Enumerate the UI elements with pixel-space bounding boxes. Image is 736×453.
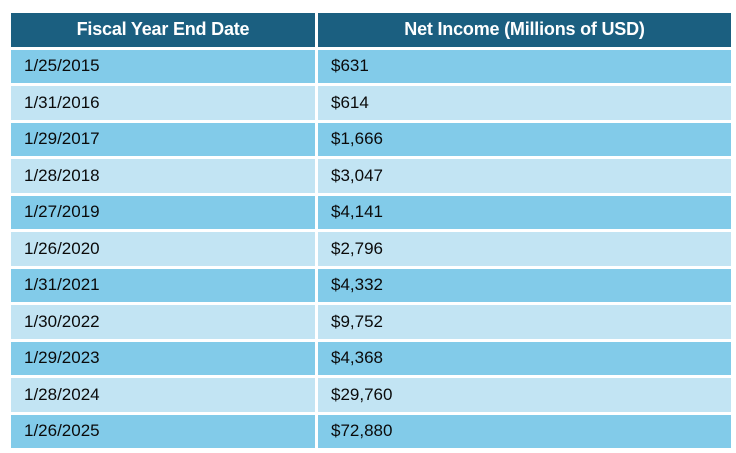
net-income-cell: $3,047: [318, 159, 731, 193]
fiscal-year-cell: 1/28/2018: [11, 159, 315, 193]
table-row: 1/26/2025 $72,880: [11, 414, 731, 448]
fiscal-year-cell: 1/31/2021: [11, 268, 315, 302]
net-income-cell: $4,368: [318, 341, 731, 375]
table-row: 1/25/2015 $631: [11, 49, 731, 83]
table-row: 1/29/2017 $1,666: [11, 122, 731, 156]
net-income-cell: $2,796: [318, 232, 731, 266]
fiscal-year-cell: 1/29/2023: [11, 341, 315, 375]
net-income-cell: $614: [318, 86, 731, 120]
header-cell-fiscal-year-end-date: Fiscal Year End Date: [11, 13, 315, 47]
table-row: 1/30/2022 $9,752: [11, 305, 731, 339]
net-income-cell: $4,332: [318, 268, 731, 302]
net-income-cell: $1,666: [318, 122, 731, 156]
header-label-fiscal-year-end-date: Fiscal Year End Date: [76, 19, 250, 40]
table-row: 1/28/2024 $29,760: [11, 378, 731, 412]
table-row: 1/29/2023 $4,368: [11, 341, 731, 375]
fiscal-year-cell: 1/31/2016: [11, 86, 315, 120]
table-row: 1/26/2020 $2,796: [11, 232, 731, 266]
net-income-cell: $631: [318, 49, 731, 83]
header-cell-net-income: Net Income (Millions of USD): [318, 13, 731, 47]
fiscal-year-cell: 1/25/2015: [11, 49, 315, 83]
table-row: 1/28/2018 $3,047: [11, 159, 731, 193]
table-row: 1/27/2019 $4,141: [11, 195, 731, 229]
net-income-cell: $9,752: [318, 305, 731, 339]
fiscal-year-cell: 1/28/2024: [11, 378, 315, 412]
fiscal-year-cell: 1/29/2017: [11, 122, 315, 156]
net-income-table: Fiscal Year End Date Net Income (Million…: [11, 13, 731, 448]
table-row: 1/31/2016 $614: [11, 86, 731, 120]
net-income-cell: $29,760: [318, 378, 731, 412]
table-header-row: Fiscal Year End Date Net Income (Million…: [11, 13, 731, 47]
fiscal-year-cell: 1/27/2019: [11, 195, 315, 229]
header-label-net-income: Net Income (Millions of USD): [404, 19, 645, 40]
fiscal-year-cell: 1/26/2020: [11, 232, 315, 266]
net-income-cell: $4,141: [318, 195, 731, 229]
fiscal-year-cell: 1/26/2025: [11, 414, 315, 448]
table-row: 1/31/2021 $4,332: [11, 268, 731, 302]
fiscal-year-cell: 1/30/2022: [11, 305, 315, 339]
net-income-cell: $72,880: [318, 414, 731, 448]
